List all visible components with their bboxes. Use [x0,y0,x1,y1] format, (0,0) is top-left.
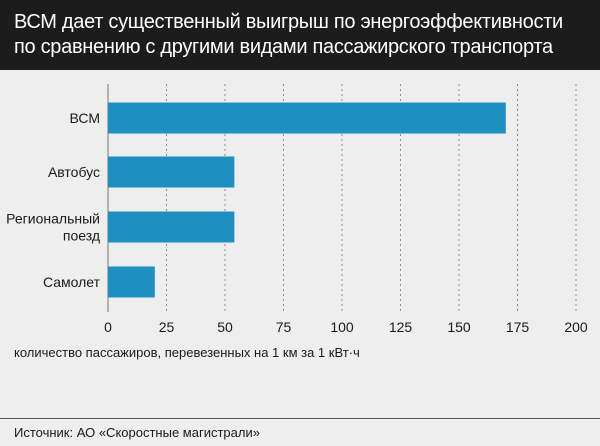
x-tick-label: 100 [330,319,354,335]
x-tick-label: 50 [217,319,233,335]
x-tick-label: 150 [447,319,471,335]
x-tick-label: 0 [104,319,112,335]
category-label: Автобус [48,164,100,180]
x-tick-label: 25 [159,319,175,335]
x-tick-label: 75 [276,319,292,335]
x-tick-label: 200 [564,319,588,335]
title-bar: ВСМ дает существенный выигрыш по энергоэ… [0,0,600,70]
chart-title-line-1: ВСМ дает существенный выигрыш по энергоэ… [14,11,563,33]
category-label: Региональный поезд [6,211,100,244]
source-divider [0,418,600,419]
category-label: Самолет [43,274,101,290]
bar [108,211,235,243]
bar-chart: ВСМ Автобус Региональный поезд Самолет 0 25 50… [6,84,588,335]
x-tick-label: 175 [506,319,530,335]
category-labels: ВСМ Автобус Региональный поезд Самолет [6,110,100,290]
bar [108,156,235,188]
category-label: ВСМ [70,110,101,126]
x-tick-label: 125 [389,319,413,335]
chart-title-line-2: по сравнению с другими видами пассажирск… [14,36,553,58]
bar [108,266,155,298]
source-note: Источник: АО «Скоростные магистрали» [14,425,260,440]
bars [108,102,506,298]
bar [108,102,506,134]
x-axis-label: количество пассажиров, перевезенных на 1… [14,345,360,360]
x-tick-labels: 0 25 50 75 100 125 150 175 200 [104,319,588,335]
